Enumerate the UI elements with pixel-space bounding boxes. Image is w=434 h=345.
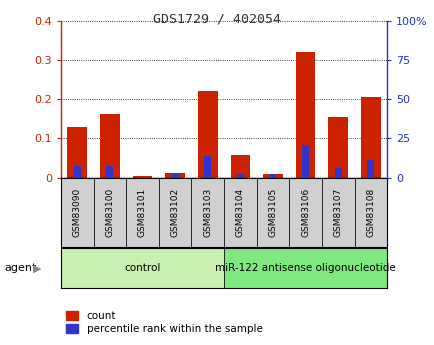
Bar xyxy=(139,177,145,178)
Bar xyxy=(263,174,282,178)
Bar xyxy=(328,117,347,178)
Bar xyxy=(302,145,308,178)
Bar xyxy=(106,166,113,178)
Text: miR-122 antisense oligonucleotide: miR-122 antisense oligonucleotide xyxy=(215,263,395,273)
Text: GSM83090: GSM83090 xyxy=(72,188,82,237)
Bar xyxy=(197,91,217,178)
Bar xyxy=(61,248,224,288)
Bar xyxy=(269,174,276,178)
Bar xyxy=(295,52,315,178)
Bar xyxy=(100,114,119,178)
Text: GSM83108: GSM83108 xyxy=(365,188,375,237)
Bar xyxy=(171,174,178,178)
Text: GSM83101: GSM83101 xyxy=(138,188,147,237)
Bar xyxy=(224,178,256,247)
Bar xyxy=(204,156,210,178)
Bar xyxy=(165,172,184,178)
Bar xyxy=(224,248,386,288)
Bar xyxy=(289,178,321,247)
Bar xyxy=(360,97,380,178)
Bar xyxy=(132,177,152,178)
Legend: count, percentile rank within the sample: count, percentile rank within the sample xyxy=(62,307,266,338)
Bar xyxy=(237,174,243,178)
Bar xyxy=(158,178,191,247)
Text: GSM83107: GSM83107 xyxy=(333,188,342,237)
Text: GSM83104: GSM83104 xyxy=(235,188,244,237)
Text: GSM83100: GSM83100 xyxy=(105,188,114,237)
Bar xyxy=(191,178,224,247)
Text: GSM83105: GSM83105 xyxy=(268,188,277,237)
Bar xyxy=(334,168,341,178)
Bar xyxy=(354,178,386,247)
Text: ▶: ▶ xyxy=(33,263,41,273)
Text: agent: agent xyxy=(4,263,36,273)
Bar xyxy=(367,160,373,178)
Bar xyxy=(256,178,289,247)
Bar xyxy=(321,178,354,247)
Text: GSM83102: GSM83102 xyxy=(170,188,179,237)
Text: GSM83106: GSM83106 xyxy=(300,188,309,237)
Bar xyxy=(67,127,87,178)
Bar xyxy=(61,178,93,247)
Bar xyxy=(74,166,80,178)
Bar xyxy=(230,155,250,178)
Text: control: control xyxy=(124,263,160,273)
Text: GSM83103: GSM83103 xyxy=(203,188,212,237)
Text: GDS1729 / 402054: GDS1729 / 402054 xyxy=(153,12,281,25)
Bar xyxy=(93,178,126,247)
Bar xyxy=(126,178,158,247)
